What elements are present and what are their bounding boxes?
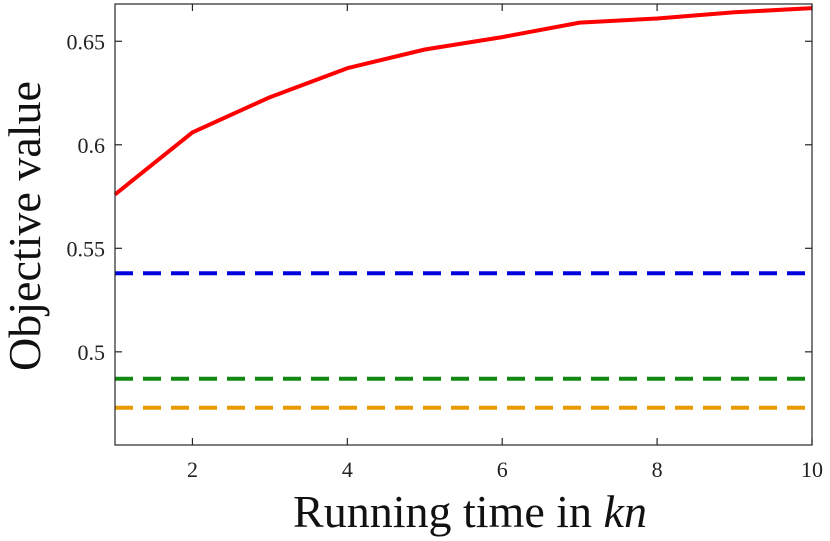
plot-frame [114, 3, 813, 446]
y-tick-label: 0.65 [67, 29, 106, 54]
series-layer [113, 6, 813, 410]
x-tick-label: 2 [187, 457, 198, 482]
y-tick-label: 0.5 [78, 340, 106, 365]
axes [114, 3, 813, 446]
x-tick-label: 10 [801, 457, 823, 482]
tick-marks [115, 4, 813, 445]
y-tick-label: 0.6 [78, 133, 106, 158]
y-axis-title: Objective value [0, 81, 50, 371]
x-tick-label: 8 [652, 457, 663, 482]
x-tick-label: 4 [342, 457, 353, 482]
series-line-1 [113, 6, 813, 197]
x-axis-title: Running time in kn [293, 486, 647, 537]
y-tick-label: 0.55 [67, 236, 106, 261]
tick-labels: 2 4 6 8 10 0.5 0.55 0.6 0.65 [67, 29, 824, 482]
x-tick-label: 6 [497, 457, 508, 482]
